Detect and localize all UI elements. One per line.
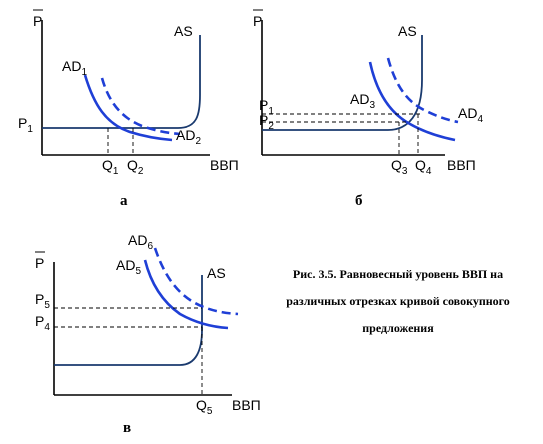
panel-c-ad6-label: AD6 <box>128 232 153 252</box>
figure-caption: Рис. 3.5. Равновесный уровень ВВП на раз… <box>286 267 510 335</box>
panel-c-q5-label: Q5 <box>196 397 213 417</box>
panel-a-ad2-curve <box>100 77 181 136</box>
panel-a: P ВВП AS AD1 AD2 P1 Q1 Q2 а <box>18 9 239 209</box>
panel-c-ad6-curve <box>153 247 239 316</box>
panel-b-ad4-label: AD4 <box>458 105 483 125</box>
panel-b-p2-label: P2 <box>259 112 274 132</box>
panel-b: P ВВП AS AD3 AD4 P1 P2 Q3 Q4 б <box>253 9 483 209</box>
panel-b-as-label: AS <box>398 23 417 39</box>
caption-line-3: предложения <box>362 321 434 335</box>
panel-a-output-axis-label: ВВП <box>210 157 239 173</box>
panel-b-as-curve <box>262 35 423 131</box>
panel-a-as-label: AS <box>174 23 193 39</box>
panel-a-ad2-label: AD2 <box>176 127 201 147</box>
panel-a-letter: а <box>120 193 128 209</box>
panel-c-p5-label: P5 <box>35 291 50 311</box>
panel-b-letter: б <box>355 193 363 209</box>
panel-c-ad5-curve <box>143 259 229 330</box>
panel-c-as-label: AS <box>207 265 226 281</box>
panel-b-q3-label: Q3 <box>391 157 408 177</box>
panel-a-q2-label: Q2 <box>127 157 144 177</box>
panel-b-ad3-label: AD3 <box>350 91 375 111</box>
panel-c-as-curve <box>54 275 203 366</box>
panel-c-output-axis-label: ВВП <box>232 397 261 413</box>
panel-c-p4-label: P4 <box>35 313 50 333</box>
panel-a-ad1-curve <box>83 74 173 142</box>
panel-b-ad3-curve <box>368 61 456 142</box>
panel-c-ad5-label: AD5 <box>116 257 141 277</box>
panel-b-q4-label: Q4 <box>415 157 432 177</box>
panel-a-as-curve <box>42 35 201 129</box>
panel-c: P ВВП AS AD5 AD6 P5 P4 Q5 в <box>35 232 261 436</box>
panel-c-price-axis-label: P <box>35 255 44 271</box>
panel-a-ad1-label: AD1 <box>62 58 87 78</box>
panel-b-output-axis-label: ВВП <box>447 157 476 173</box>
caption-line-2: различных отрезках кривой совокупного <box>286 294 510 308</box>
panel-c-letter: в <box>123 420 131 436</box>
panel-a-price-axis-label: P <box>33 13 42 29</box>
caption-line-1: Рис. 3.5. Равновесный уровень ВВП на <box>293 267 503 281</box>
panel-a-q1-label: Q1 <box>102 157 119 177</box>
panel-b-ad4-curve <box>386 57 459 124</box>
panel-b-price-axis-label: P <box>253 13 262 29</box>
panel-a-p1-label: P1 <box>18 115 33 135</box>
panel-b-p1-label: P1 <box>259 97 274 117</box>
